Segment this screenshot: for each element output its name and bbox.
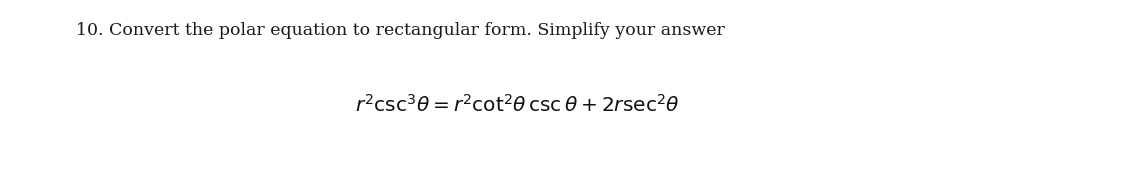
Text: 10. Convert the polar equation to rectangular form. Simplify your answer: 10. Convert the polar equation to rectan…: [76, 22, 725, 39]
Text: $r^2\mathrm{csc}^3\theta = r^2\mathrm{cot}^2\theta\,\mathrm{csc}\,\theta + 2r\ma: $r^2\mathrm{csc}^3\theta = r^2\mathrm{co…: [355, 93, 679, 115]
